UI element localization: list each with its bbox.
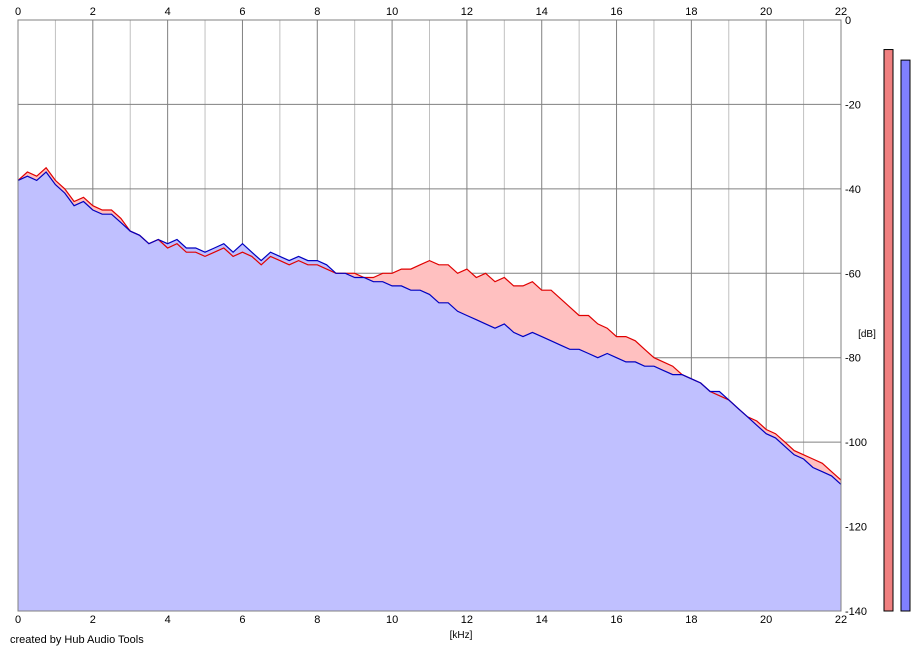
x-tick-label-top: 0 bbox=[15, 6, 21, 18]
y-tick-label: -60 bbox=[845, 268, 861, 280]
x-tick-label-bottom: 12 bbox=[461, 614, 473, 626]
series bbox=[17, 19, 842, 612]
x-tick-label-bottom: 14 bbox=[536, 614, 548, 626]
axis-labels: 002244668810101212141416161818202022220-… bbox=[15, 6, 867, 626]
x-tick-label-bottom: 10 bbox=[386, 614, 398, 626]
x-tick-label-top: 10 bbox=[386, 6, 398, 18]
x-tick-label-top: 18 bbox=[685, 6, 697, 18]
x-tick-label-top: 6 bbox=[239, 6, 245, 18]
y-tick-label: -120 bbox=[845, 522, 867, 534]
series-line-blue bbox=[17, 171, 842, 485]
plot-border bbox=[17, 19, 842, 612]
level-meters bbox=[883, 49, 911, 612]
x-tick-label-top: 2 bbox=[90, 6, 96, 18]
x-tick-label-top: 4 bbox=[165, 6, 171, 18]
x-tick-label-top: 12 bbox=[461, 6, 473, 18]
x-tick-label-bottom: 2 bbox=[90, 614, 96, 626]
x-tick-label-top: 22 bbox=[835, 6, 847, 18]
x-tick-label-bottom: 6 bbox=[239, 614, 245, 626]
y-tick-label: -20 bbox=[845, 99, 861, 111]
x-axis-label: [kHz] bbox=[450, 630, 473, 641]
x-tick-label-bottom: 18 bbox=[685, 614, 697, 626]
x-tick-label-bottom: 4 bbox=[165, 614, 171, 626]
y-tick-label: -80 bbox=[845, 353, 861, 365]
x-tick-label-bottom: 16 bbox=[610, 614, 622, 626]
x-tick-label-top: 16 bbox=[610, 6, 622, 18]
y-tick-label: -100 bbox=[845, 437, 867, 449]
y-axis-label: [dB] bbox=[858, 329, 876, 340]
x-tick-label-bottom: 8 bbox=[314, 614, 320, 626]
level-meter-red bbox=[883, 49, 894, 612]
credit-text: created by Hub Audio Tools bbox=[10, 634, 144, 646]
x-tick-label-bottom: 22 bbox=[835, 614, 847, 626]
series-area-blue bbox=[18, 172, 841, 611]
x-tick-label-bottom: 20 bbox=[760, 614, 772, 626]
x-tick-label-top: 14 bbox=[536, 6, 548, 18]
x-tick-label-top: 8 bbox=[314, 6, 320, 18]
y-tick-label: 0 bbox=[845, 15, 851, 27]
y-tick-label: -140 bbox=[845, 606, 867, 618]
level-meter-blue bbox=[900, 59, 911, 612]
y-tick-label: -40 bbox=[845, 184, 861, 196]
x-tick-label-top: 20 bbox=[760, 6, 772, 18]
x-tick-label-bottom: 0 bbox=[15, 614, 21, 626]
